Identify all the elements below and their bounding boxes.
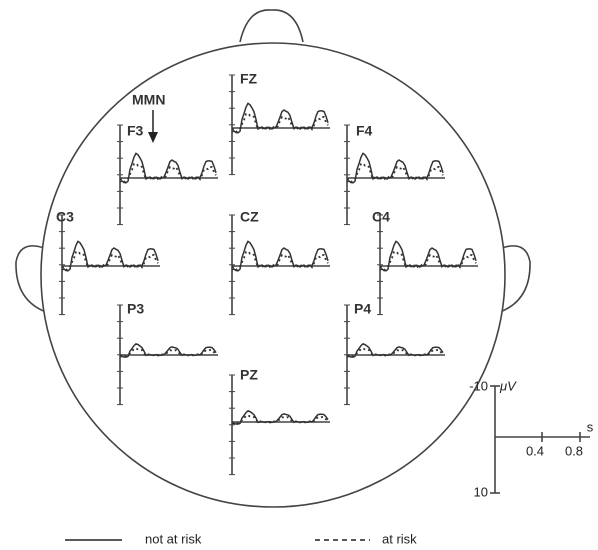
- scale-x-tick: 0.4: [526, 443, 544, 458]
- scale-bottom: 10: [474, 484, 488, 499]
- electrode-label: FZ: [240, 71, 258, 87]
- electrode-label: C4: [372, 209, 390, 225]
- electrode-label: PZ: [240, 367, 258, 383]
- scale-bar: -10 μV 10 s 0.4 0.8: [469, 378, 594, 499]
- legend-label: at risk: [382, 531, 417, 546]
- nose: [240, 10, 303, 42]
- electrode-label: P4: [354, 301, 371, 317]
- scale-x-unit: s: [587, 419, 594, 434]
- legend: not at risk at risk: [65, 531, 417, 546]
- head: [41, 43, 505, 507]
- electrode-label: C3: [56, 209, 74, 225]
- annotation: MMN: [132, 92, 165, 108]
- electrode-label: F3: [127, 123, 144, 139]
- legend-label: not at risk: [145, 531, 202, 546]
- scale-x-tick: 0.8: [565, 443, 583, 458]
- electrode-label: F4: [356, 123, 373, 139]
- electrode-label: P3: [127, 301, 144, 317]
- figure: MMN -10 μV 10 s 0.4 0.8 FZ F3 F4 C3 CZ C4 P3 P4…: [0, 0, 598, 550]
- scale-top: -10: [469, 378, 488, 393]
- electrode-label: CZ: [240, 209, 259, 225]
- scale-unit: μV: [499, 378, 517, 393]
